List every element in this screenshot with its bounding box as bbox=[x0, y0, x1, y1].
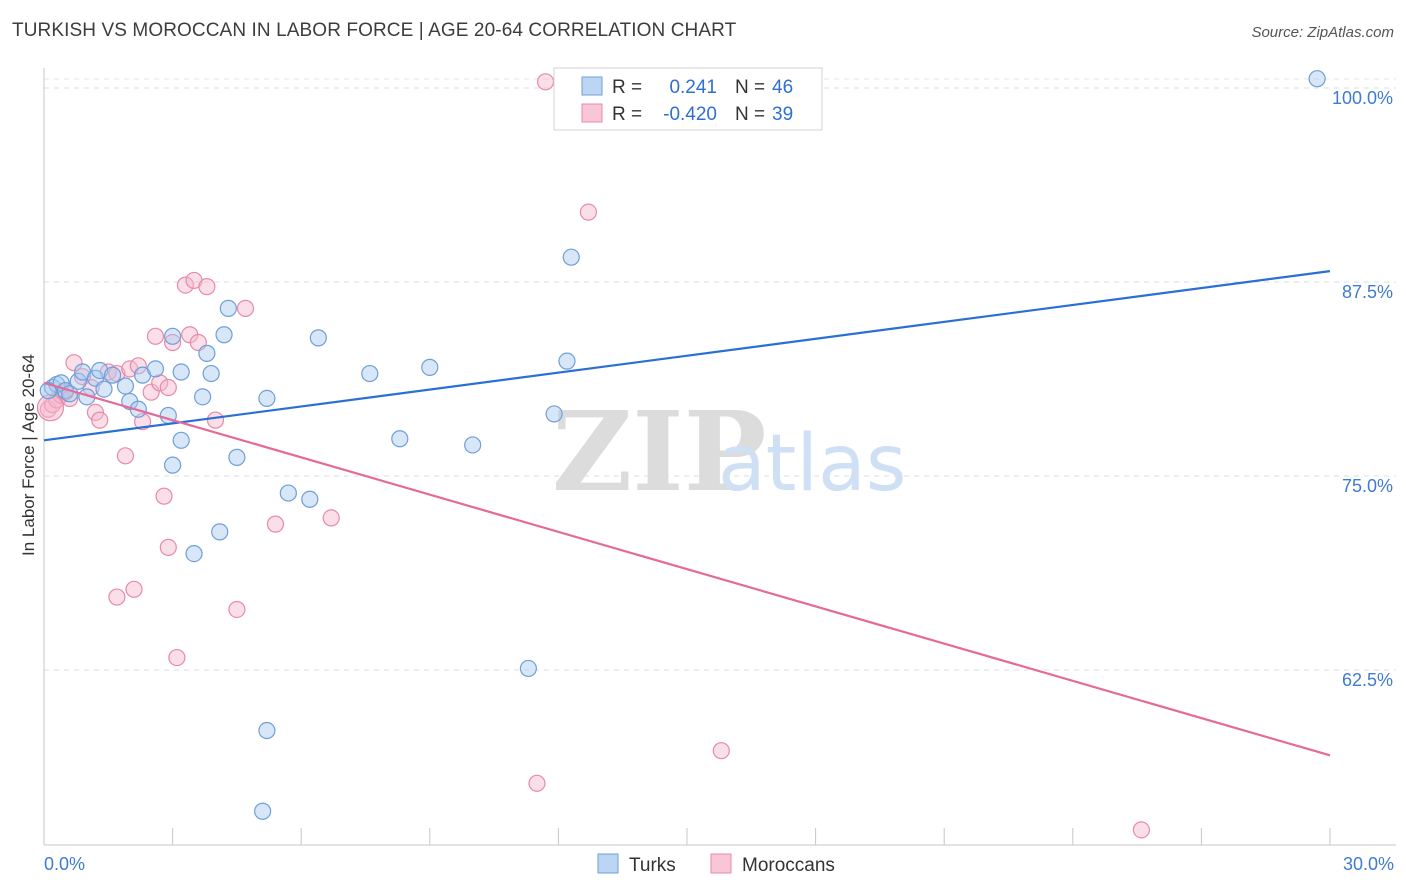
moroccan-point-13 bbox=[116, 447, 135, 465]
moroccan-point-37 bbox=[528, 774, 546, 792]
turks-trend-line bbox=[43, 270, 1331, 442]
turk-point-40 bbox=[519, 659, 537, 678]
moroccan-point-34 bbox=[228, 600, 246, 619]
moroccan-point-35 bbox=[266, 515, 285, 533]
turk-point-21 bbox=[164, 456, 182, 474]
x-tick-label-30: 30.0% bbox=[1343, 854, 1394, 874]
x-tick-label-0: 0.0% bbox=[44, 854, 85, 874]
turk-point-31 bbox=[258, 721, 276, 740]
turk-point-39 bbox=[464, 436, 482, 454]
turk-point-37 bbox=[391, 430, 409, 448]
turk-point-33 bbox=[279, 484, 297, 502]
moroccan-point-28 bbox=[236, 299, 255, 317]
watermark-zip: ZIP bbox=[552, 387, 766, 516]
bottom-legend-moroccans-swatch bbox=[710, 853, 732, 874]
moroccan-point-39 bbox=[536, 73, 555, 91]
stats-legend: R = 0.241 N = 46 R = -0.420 N = 39 bbox=[553, 67, 823, 131]
moroccan-point-19 bbox=[164, 333, 182, 352]
moroccan-point-41 bbox=[1132, 821, 1150, 839]
chart-source: Source: ZipAtlas.com bbox=[1251, 24, 1394, 41]
turk-point-5 bbox=[69, 372, 87, 390]
moroccan-point-6 bbox=[65, 354, 83, 372]
turk-point-9 bbox=[91, 361, 109, 380]
moroccan-point-27 bbox=[206, 411, 225, 429]
moroccans-legend-swatch bbox=[581, 103, 603, 123]
moroccan-point-38 bbox=[712, 742, 730, 760]
bottom-legend-turks-label: Turks bbox=[629, 855, 676, 876]
turk-point-18 bbox=[164, 327, 182, 345]
moroccan-point-33 bbox=[168, 648, 186, 667]
turk-point-43 bbox=[562, 248, 580, 266]
turk-point-23 bbox=[194, 388, 212, 406]
moroccans-points bbox=[36, 73, 1150, 839]
turks-n-label: N = bbox=[735, 77, 765, 98]
moroccan-point-31 bbox=[159, 538, 177, 556]
moroccan-point-15 bbox=[129, 357, 147, 375]
x-axis-ticks bbox=[43, 828, 1331, 845]
turk-point-24 bbox=[198, 344, 216, 362]
turk-point-34 bbox=[301, 490, 319, 508]
moroccan-point-10 bbox=[91, 411, 109, 429]
moroccan-point-21 bbox=[159, 378, 177, 397]
y-tick-label-75: 75.0% bbox=[1342, 476, 1393, 496]
gridlines bbox=[44, 78, 1396, 671]
turk-point-19 bbox=[172, 363, 190, 381]
y-tick-labels: 62.5% 75.0% 87.5% 100.0% bbox=[1332, 88, 1393, 690]
turk-point-25 bbox=[202, 364, 220, 383]
moroccan-point-26 bbox=[198, 278, 216, 296]
y-axis-label: In Labor Force | Age 20-64 bbox=[19, 354, 38, 556]
turk-point-28 bbox=[219, 299, 237, 317]
moroccans-n-value: 39 bbox=[772, 104, 793, 125]
moroccan-point-18 bbox=[146, 327, 165, 345]
turk-point-16 bbox=[146, 360, 165, 378]
moroccan-point-9 bbox=[86, 403, 105, 421]
turk-point-42 bbox=[558, 352, 576, 370]
turk-point-38 bbox=[421, 358, 439, 376]
moroccans-trend-line bbox=[43, 381, 1331, 757]
turk-point-32 bbox=[254, 802, 272, 820]
moroccans-r-label: R = bbox=[612, 104, 642, 125]
turk-point-11 bbox=[103, 366, 122, 384]
bottom-legend-turks-swatch bbox=[597, 853, 619, 874]
turk-point-45 bbox=[39, 382, 57, 400]
turk-point-41 bbox=[545, 405, 563, 423]
turks-r-value: 0.241 bbox=[669, 77, 717, 98]
y-tick-label-100: 100.0% bbox=[1332, 88, 1393, 108]
moroccans-r-value: -0.420 bbox=[663, 104, 717, 125]
watermark-atlas: atlas bbox=[718, 419, 907, 509]
turk-point-30 bbox=[258, 389, 276, 407]
moroccan-point-20 bbox=[151, 374, 169, 392]
turk-point-26 bbox=[211, 523, 229, 541]
turks-r-label: R = bbox=[612, 77, 642, 98]
y-tick-label-62-5: 62.5% bbox=[1342, 670, 1393, 690]
y-tick-label-87-5: 87.5% bbox=[1342, 282, 1393, 302]
turk-point-44 bbox=[1308, 70, 1326, 88]
turk-point-36 bbox=[361, 364, 379, 383]
moroccan-point-23 bbox=[176, 276, 195, 294]
turk-point-35 bbox=[309, 329, 327, 347]
turk-point-10 bbox=[95, 380, 113, 398]
turks-points bbox=[39, 70, 1326, 820]
turk-point-27 bbox=[215, 326, 233, 344]
bottom-legend: Turks Moroccans bbox=[597, 853, 835, 876]
moroccan-point-32 bbox=[108, 588, 126, 606]
moroccan-point-40 bbox=[579, 203, 598, 221]
chart-title: TURKISH VS MOROCCAN IN LABOR FORCE | AGE… bbox=[12, 20, 737, 41]
moroccans-n-label: N = bbox=[735, 104, 765, 125]
turk-point-22 bbox=[185, 544, 203, 563]
moroccan-point-36 bbox=[322, 509, 340, 527]
turks-legend-swatch bbox=[581, 76, 603, 96]
turks-n-value: 46 bbox=[772, 77, 793, 98]
turk-point-29 bbox=[228, 448, 246, 466]
moroccan-point-30 bbox=[155, 487, 173, 505]
bottom-legend-moroccans-label: Moroccans bbox=[742, 855, 835, 876]
turk-point-20 bbox=[172, 431, 190, 449]
turk-point-12 bbox=[116, 377, 135, 395]
moroccan-point-17 bbox=[142, 383, 160, 401]
moroccan-point-29 bbox=[125, 580, 143, 598]
